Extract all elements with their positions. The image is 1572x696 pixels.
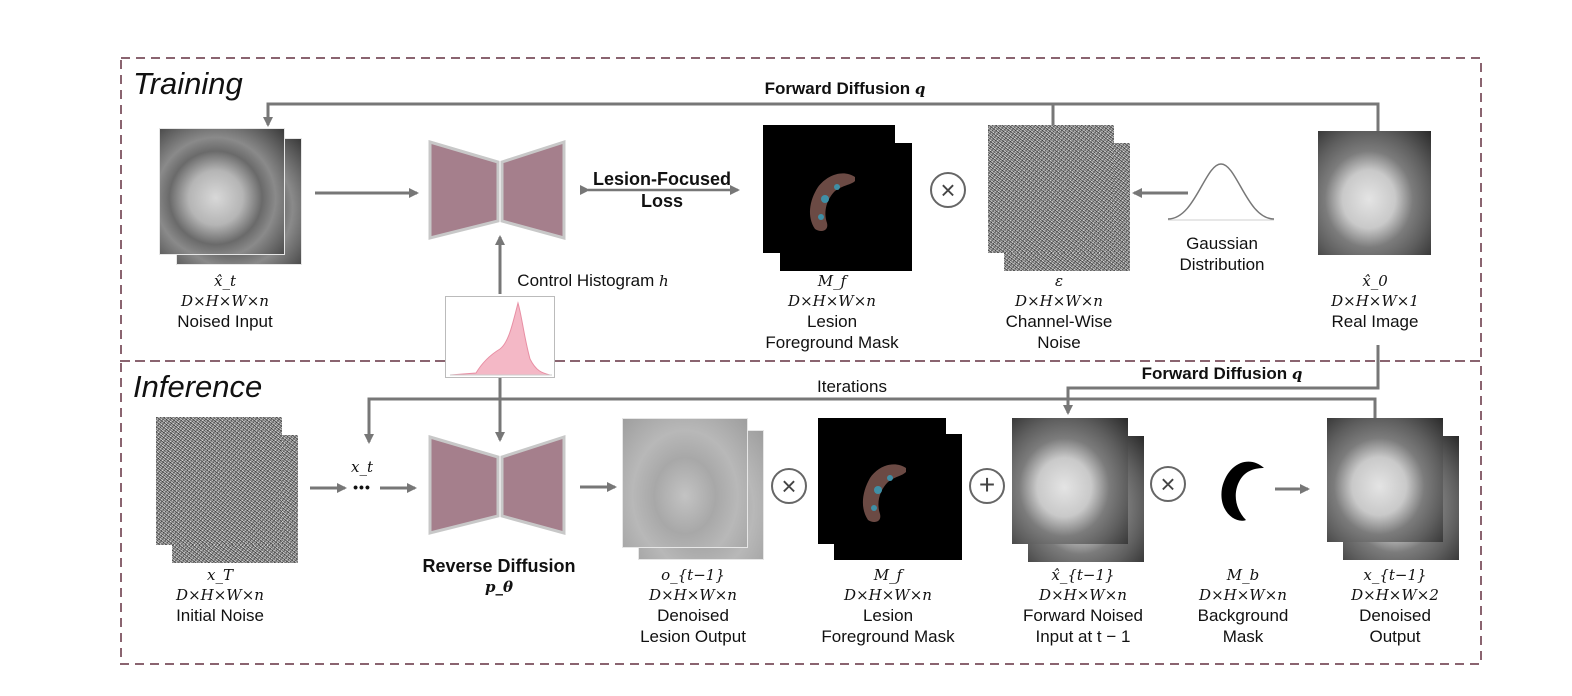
noise-image	[988, 125, 1114, 253]
reverse-diffusion-label: Reverse Diffusion p_θ	[422, 556, 576, 596]
gaussian-label: Gaussian Distribution	[1179, 234, 1265, 274]
inference-multiply-glyph-2: ×	[1160, 469, 1176, 499]
inference-border	[120, 360, 1482, 665]
noised-input-caption: x̂_t D×H×W×n Noised Input	[177, 272, 273, 331]
training-network	[428, 139, 566, 240]
denoised-output-image	[1327, 418, 1443, 542]
iterations-label: Iterations	[817, 377, 887, 396]
real-image	[1318, 131, 1431, 255]
training-forward-diffusion-label: Forward Diffusion q	[764, 79, 926, 98]
training-forward-diffusion-arrow	[263, 102, 1380, 131]
forward-noised-caption: x̂_{t−1} D×H×W×n Forward Noised Input at…	[1023, 566, 1143, 646]
background-mask-shape	[1221, 461, 1264, 521]
denoised-output-caption: x_{t−1} D×H×W×2 Denoised Output	[1351, 566, 1439, 646]
denoised-lesion-image	[622, 418, 748, 548]
control-histogram-image	[445, 296, 555, 378]
inference-fg-mask-caption: M_f D×H×W×n Lesion Foreground Mask	[821, 566, 955, 646]
bg-mask-caption: M_b D×H×W×n Background Mask	[1197, 566, 1289, 646]
histogram-icon	[449, 301, 552, 376]
initial-noise-image	[156, 417, 282, 545]
inference-add-glyph: +	[978, 469, 996, 500]
lesion-icon	[809, 173, 855, 231]
training-multiply-glyph: ×	[940, 175, 956, 205]
training-section-title: Training	[133, 66, 243, 101]
inference-section-title: Inference	[133, 369, 263, 404]
inference-fg-mask-image	[818, 418, 946, 544]
inference-multiply-operator-1	[771, 468, 807, 504]
inference-add-operator	[969, 468, 1005, 504]
forward-noised-image	[1012, 418, 1128, 544]
gaussian-curve	[1167, 163, 1275, 221]
loss-label: Lesion-Focused Loss	[592, 169, 731, 211]
noised-input-image	[159, 128, 285, 255]
control-histogram-label: Control Histogram h	[517, 271, 669, 290]
inference-forward-diffusion-label: Forward Diffusion q	[1141, 364, 1303, 383]
dots-label: •••	[353, 479, 371, 495]
inference-multiply-operator-2	[1150, 466, 1186, 502]
fg-mask-image	[763, 125, 895, 253]
inference-lesion-icon	[862, 464, 906, 522]
training-multiply-operator	[930, 172, 966, 208]
denoised-lesion-caption: o_{t−1} D×H×W×n Denoised Lesion Output	[640, 566, 746, 646]
training-fg-mask-caption: M_f D×H×W×n Lesion Foreground Mask	[765, 272, 899, 352]
inference-network	[428, 434, 566, 535]
real-image-caption: x̂_0 D×H×W×1 Real Image	[1331, 272, 1419, 331]
xt-label: x_t	[351, 458, 373, 476]
noise-caption: ε D×H×W×n Channel-Wise Noise	[1005, 272, 1113, 352]
initial-noise-caption: x_T D×H×W×n Initial Noise	[176, 566, 264, 625]
iterations-arrow	[364, 397, 1377, 444]
inference-multiply-glyph-1: ×	[781, 471, 797, 501]
